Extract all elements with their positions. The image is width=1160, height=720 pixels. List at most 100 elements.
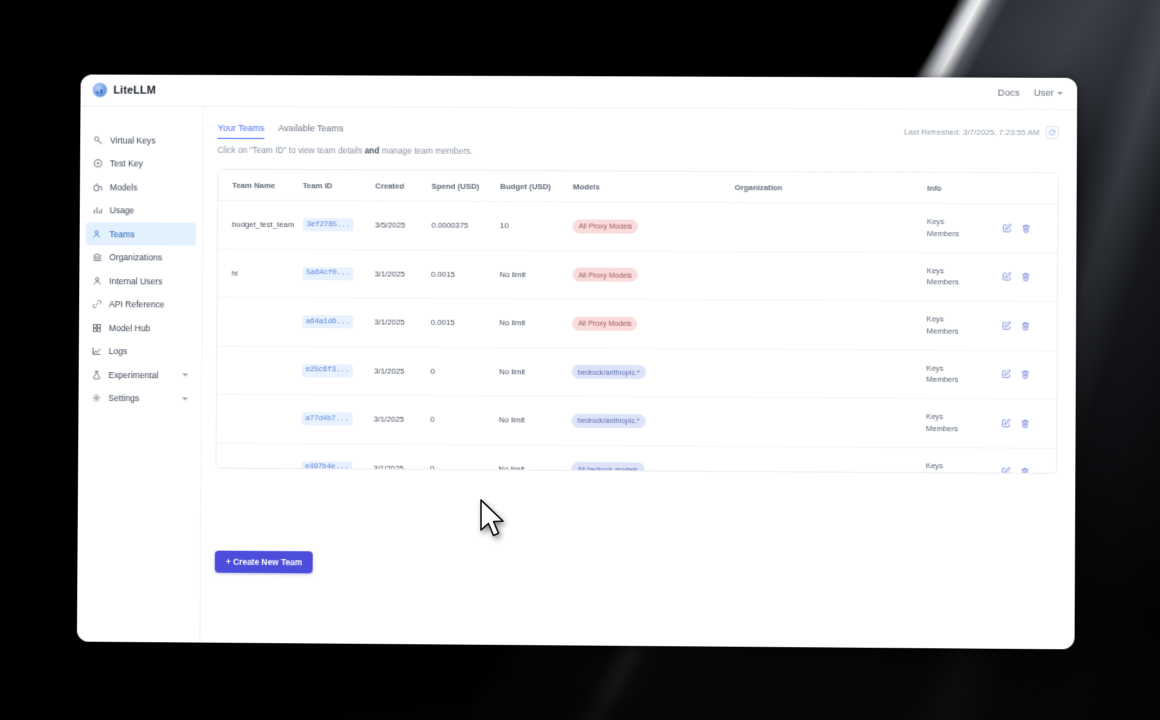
chevron-down-icon[interactable] <box>182 373 189 377</box>
sidebar-item-logs[interactable]: Logs <box>85 339 196 363</box>
cell-team-id: a77d4b7... <box>297 394 370 444</box>
trash-icon <box>1020 467 1030 474</box>
column-header-team-name: Team Name <box>218 169 299 201</box>
chevron-down-icon[interactable] <box>182 396 189 400</box>
team-id-link[interactable]: a77d4b7... <box>301 412 353 426</box>
user-menu[interactable]: User <box>1034 88 1064 99</box>
column-header-spend-usd-: Spend (USD) <box>427 170 497 202</box>
cell-spend: 0 <box>426 346 496 396</box>
sidebar-item-api-reference[interactable]: API Reference <box>85 293 196 317</box>
info-link-members[interactable]: Members <box>926 326 959 336</box>
edit-team-button[interactable] <box>1002 369 1012 379</box>
delete-team-button[interactable] <box>1021 223 1031 233</box>
delete-team-button[interactable] <box>1021 321 1031 331</box>
info-links: Keys Members <box>926 362 993 386</box>
team-id-link[interactable]: e497b4e... <box>300 461 353 475</box>
edit-team-button[interactable] <box>1002 272 1012 282</box>
edit-team-button[interactable] <box>1001 418 1011 428</box>
row-actions <box>1002 369 1053 379</box>
info-link-members[interactable]: Members <box>926 423 959 434</box>
info-link-keys[interactable]: Keys <box>926 265 944 275</box>
sidebar-item-settings[interactable]: Settings <box>84 386 195 410</box>
team-id-link[interactable]: e25c6f3... <box>301 363 354 378</box>
delete-team-button[interactable] <box>1020 467 1030 474</box>
cube-icon <box>93 182 103 192</box>
delete-team-button[interactable] <box>1021 370 1031 380</box>
table-row: hi 5a64cf0... 3/1/2025 0.0015 No limit All Pr… <box>217 248 1058 302</box>
edit-team-button[interactable] <box>1002 321 1012 331</box>
sidebar-item-virtual-keys[interactable]: Virtual Keys <box>86 128 197 151</box>
edit-icon <box>1001 467 1011 474</box>
sidebar-item-label: Teams <box>109 228 135 239</box>
cell-team-name <box>216 442 298 475</box>
bank-icon <box>92 252 102 262</box>
model-badge: All Proxy Models <box>572 267 639 283</box>
tab-available-teams[interactable]: Available Teams <box>278 123 344 134</box>
cell-organization <box>729 348 923 399</box>
edit-icon <box>1002 223 1012 233</box>
cell-organization <box>730 202 924 253</box>
edit-team-button[interactable] <box>1002 223 1012 233</box>
team-id-link[interactable]: 3ef2785... <box>302 218 354 232</box>
sidebar-item-models[interactable]: Models <box>86 175 197 198</box>
sidebar-item-teams[interactable]: Teams <box>85 222 197 246</box>
info-link-members[interactable]: Members <box>926 472 993 474</box>
team-id-link[interactable]: 5a64cf0... <box>302 266 354 281</box>
tab-your-teams[interactable]: Your Teams <box>217 122 265 140</box>
cell-spend: 0 <box>425 444 495 475</box>
cell-team-name <box>216 394 298 444</box>
sidebar-item-label: API Reference <box>108 299 165 310</box>
column-header-budget-usd-: Budget (USD) <box>496 170 569 202</box>
row-actions <box>1001 418 1052 428</box>
sidebar-item-model-hub[interactable]: Model Hub <box>85 316 196 340</box>
users-icon <box>93 229 103 239</box>
teams-table-card: Team Name Team ID Created Spend (USD) Budget… <box>215 168 1059 475</box>
sidebar-item-test-key[interactable]: Test Key <box>86 152 197 175</box>
cell-actions <box>996 447 1057 475</box>
info-link-keys[interactable]: Keys <box>926 314 944 324</box>
info-link-members[interactable]: Members <box>926 277 959 287</box>
info-link-keys[interactable]: Keys <box>925 460 943 470</box>
info-link-keys[interactable]: Keys <box>927 216 945 227</box>
trash-icon <box>1021 321 1031 331</box>
info-link-keys[interactable]: Keys <box>926 363 944 373</box>
info-link-members[interactable]: Members <box>927 228 959 238</box>
cell-actions <box>997 398 1057 449</box>
sidebar-item-internal-users[interactable]: Internal Users <box>85 269 196 293</box>
cell-info: Keys Members <box>922 300 998 351</box>
litellm-app-window: LiteLLM Docs User Virtual Keys Test Key Mo… <box>76 74 1078 650</box>
cell-actions <box>997 350 1057 400</box>
delete-team-button[interactable] <box>1020 418 1030 428</box>
create-new-team-button[interactable]: + Create New Team <box>214 550 314 574</box>
edit-team-button[interactable] <box>1001 467 1011 474</box>
sidebar-item-label: Experimental <box>108 369 159 380</box>
cell-organization <box>729 299 923 350</box>
cell-budget: No limit <box>494 347 568 397</box>
cell-team-name <box>217 297 299 347</box>
refresh-button[interactable] <box>1045 126 1059 140</box>
edit-icon <box>1002 369 1012 379</box>
info-link-keys[interactable]: Keys <box>926 412 944 422</box>
cell-team-id: 5a64cf0... <box>298 249 371 299</box>
sidebar-item-experimental[interactable]: Experimental <box>85 363 196 387</box>
cell-info: Keys Members <box>921 447 998 475</box>
sidebar-item-organizations[interactable]: Organizations <box>85 246 196 269</box>
trash-icon <box>1021 272 1031 282</box>
sidebar: Virtual Keys Test Key Models Usage Teams Orga… <box>76 106 204 643</box>
last-refreshed-text: Last Refreshed: 3/7/2025, 7:23:55 AM <box>903 127 1040 138</box>
topbar-right: Docs User <box>997 87 1064 99</box>
sidebar-item-usage[interactable]: Usage <box>86 199 197 222</box>
cell-info: Keys Members <box>922 252 999 302</box>
docs-link[interactable]: Docs <box>997 87 1020 99</box>
line-chart-icon <box>92 346 102 356</box>
column-header-info: Info <box>923 172 999 204</box>
grid-icon <box>92 323 102 333</box>
cell-models: bedrock/anthropic.* <box>567 396 730 446</box>
cell-team-id: e25c6f3... <box>297 346 371 396</box>
team-id-link[interactable]: a64a1d6... <box>301 315 354 329</box>
column-header-organization: Organization <box>730 171 924 204</box>
info-link-members[interactable]: Members <box>926 375 959 385</box>
info-links: Keys Members <box>927 313 994 337</box>
delete-team-button[interactable] <box>1021 272 1031 282</box>
link-icon <box>92 299 102 309</box>
